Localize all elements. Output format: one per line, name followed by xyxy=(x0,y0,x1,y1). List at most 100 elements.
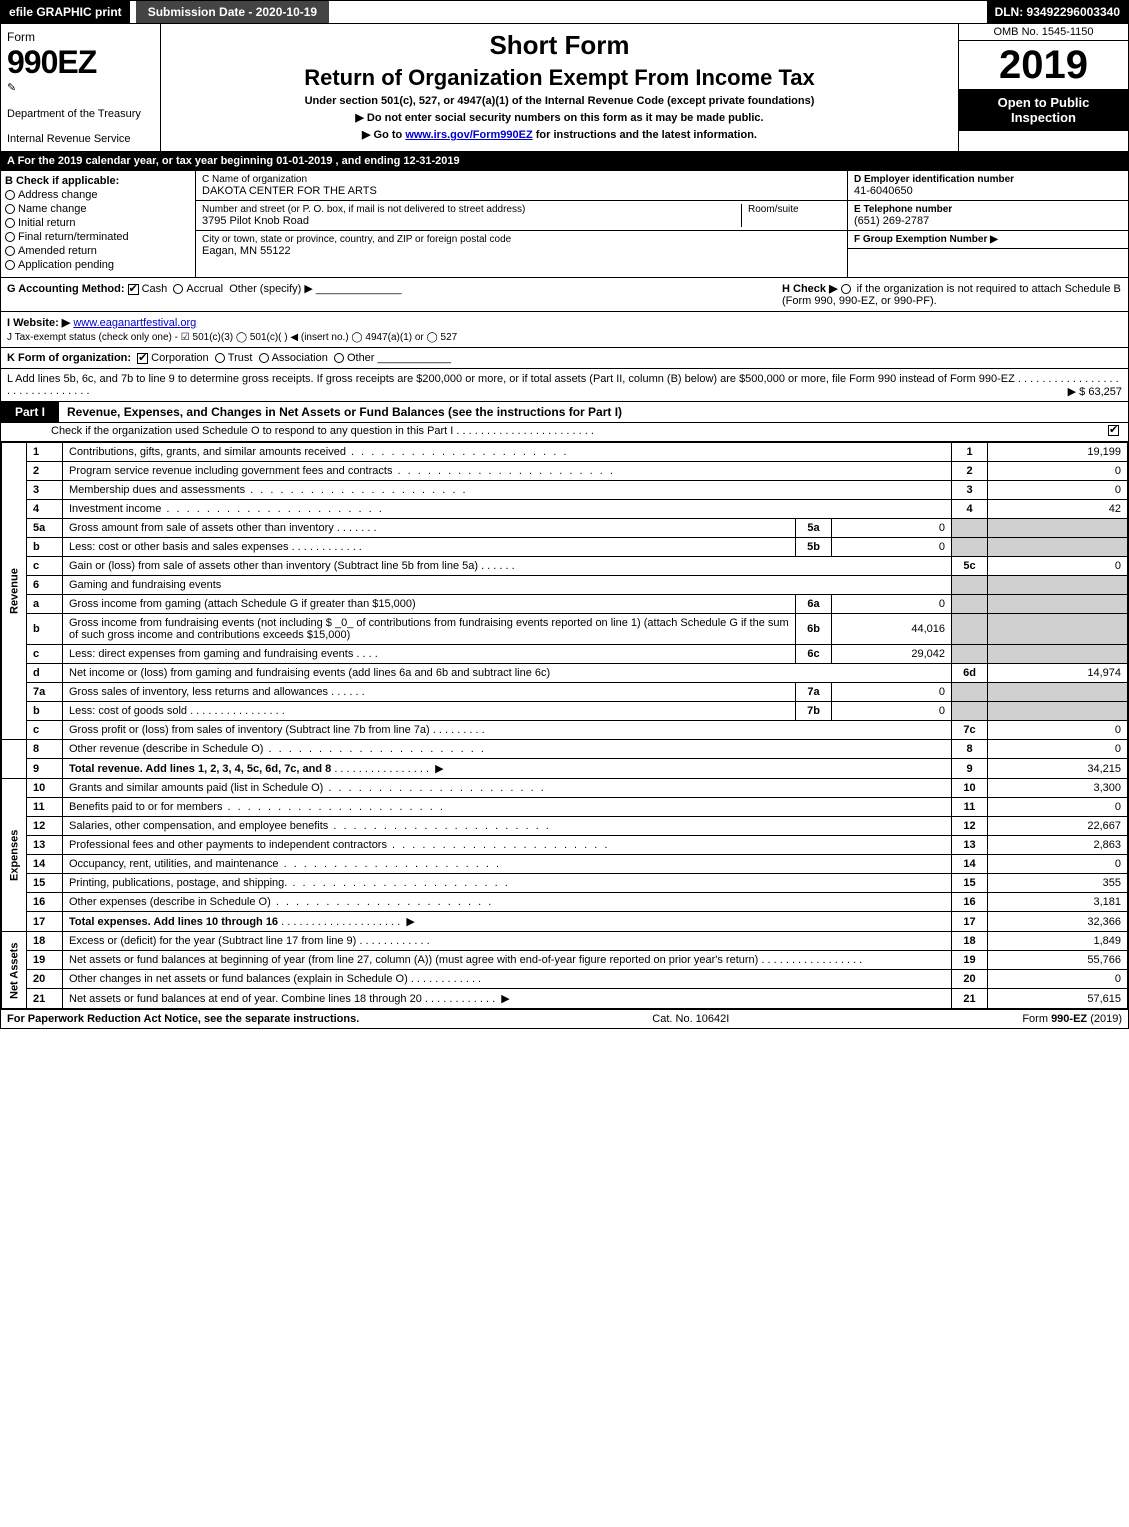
form-header: Form 990EZ ✎ Department of the Treasury … xyxy=(1,24,1128,152)
check-initial-return[interactable]: Initial return xyxy=(5,217,191,229)
table-row: 13 Professional fees and other payments … xyxy=(2,836,1128,855)
line-value: 14,974 xyxy=(988,664,1128,683)
table-row: 16 Other expenses (describe in Schedule … xyxy=(2,893,1128,912)
website-link[interactable]: www.eaganartfestival.org xyxy=(73,317,196,329)
line-num: 19 xyxy=(27,951,63,970)
line-value: 0 xyxy=(988,721,1128,740)
part-1-title: Revenue, Expenses, and Changes in Net As… xyxy=(59,402,1128,422)
line-num: c xyxy=(27,557,63,576)
check-application-pending[interactable]: Application pending xyxy=(5,259,191,271)
subline-value: 0 xyxy=(832,538,952,557)
line-desc: Excess or (deficit) for the year (Subtra… xyxy=(63,932,952,951)
subline-box: 7b xyxy=(796,702,832,721)
line-value-shaded xyxy=(988,595,1128,614)
line-desc: Other expenses (describe in Schedule O) xyxy=(63,893,952,912)
line-box: 4 xyxy=(952,500,988,519)
line-value: 0 xyxy=(988,557,1128,576)
line-num: c xyxy=(27,645,63,664)
line-num: b xyxy=(27,614,63,645)
omb-number: OMB No. 1545-1150 xyxy=(959,24,1128,41)
line-num: 3 xyxy=(27,481,63,500)
column-def: D Employer identification number 41-6040… xyxy=(848,171,1128,277)
street-value: 3795 Pilot Knob Road xyxy=(202,215,741,227)
check-other[interactable] xyxy=(334,353,344,363)
efile-print-button[interactable]: efile GRAPHIC print xyxy=(1,1,130,23)
line-value: 19,199 xyxy=(988,443,1128,462)
table-row: 17 Total expenses. Add lines 10 through … xyxy=(2,912,1128,932)
line-desc: Other revenue (describe in Schedule O) xyxy=(63,740,952,759)
subline-box: 5a xyxy=(796,519,832,538)
line-desc: Grants and similar amounts paid (list in… xyxy=(63,779,952,798)
line-box-shaded xyxy=(952,702,988,721)
line-num: 6 xyxy=(27,576,63,595)
irs-link[interactable]: www.irs.gov/Form990EZ xyxy=(405,129,532,141)
check-address-change[interactable]: Address change xyxy=(5,189,191,201)
table-row: 5a Gross amount from sale of assets othe… xyxy=(2,519,1128,538)
column-b: B Check if applicable: Address change Na… xyxy=(1,171,196,277)
line-value: 3,181 xyxy=(988,893,1128,912)
check-name-change[interactable]: Name change xyxy=(5,203,191,215)
check-cash[interactable] xyxy=(128,284,139,295)
subline-box: 5b xyxy=(796,538,832,557)
line-num: 17 xyxy=(27,912,63,932)
line-box: 17 xyxy=(952,912,988,932)
line-box: 18 xyxy=(952,932,988,951)
check-final-return[interactable]: Final return/terminated xyxy=(5,231,191,243)
line-value: 42 xyxy=(988,500,1128,519)
line-value-shaded xyxy=(988,519,1128,538)
check-schedule-o[interactable] xyxy=(1108,425,1119,436)
part-1-sub: Check if the organization used Schedule … xyxy=(1,423,1128,442)
line-box: 20 xyxy=(952,970,988,989)
line-box: 13 xyxy=(952,836,988,855)
tax-exempt-row: J Tax-exempt status (check only one) - ☑… xyxy=(7,332,1122,343)
footer-left: For Paperwork Reduction Act Notice, see … xyxy=(7,1013,359,1025)
line-box-shaded xyxy=(952,645,988,664)
phone-label: E Telephone number xyxy=(854,204,1122,215)
line-value: 0 xyxy=(988,970,1128,989)
check-amended-return[interactable]: Amended return xyxy=(5,245,191,257)
city-value: Eagan, MN 55122 xyxy=(202,245,841,257)
line-value-shaded xyxy=(988,702,1128,721)
line-desc: Less: cost or other basis and sales expe… xyxy=(63,538,796,557)
line-box: 11 xyxy=(952,798,988,817)
ein-label: D Employer identification number xyxy=(854,174,1122,185)
efile-icon: ✎ xyxy=(7,81,154,94)
line-num: 18 xyxy=(27,932,63,951)
street-label: Number and street (or P. O. box, if mail… xyxy=(202,204,741,215)
line-box: 7c xyxy=(952,721,988,740)
line-value: 2,863 xyxy=(988,836,1128,855)
table-row: Expenses 10 Grants and similar amounts p… xyxy=(2,779,1128,798)
line-value-shaded xyxy=(988,576,1128,595)
line-desc: Total expenses. Add lines 10 through 16 … xyxy=(63,912,952,932)
check-association[interactable] xyxy=(259,353,269,363)
line-box-shaded xyxy=(952,683,988,702)
table-row: b Less: cost or other basis and sales ex… xyxy=(2,538,1128,557)
main-title: Return of Organization Exempt From Incom… xyxy=(167,65,952,91)
check-corporation[interactable] xyxy=(137,353,148,364)
line-box: 14 xyxy=(952,855,988,874)
table-row: b Gross income from fundraising events (… xyxy=(2,614,1128,645)
line-num: d xyxy=(27,664,63,683)
subtitle-section: Under section 501(c), 527, or 4947(a)(1)… xyxy=(167,95,952,107)
line-num: c xyxy=(27,721,63,740)
footer-right: Form 990-EZ (2019) xyxy=(1022,1013,1122,1025)
check-trust[interactable] xyxy=(215,353,225,363)
table-row: a Gross income from gaming (attach Sched… xyxy=(2,595,1128,614)
submission-date-button[interactable]: Submission Date - 2020-10-19 xyxy=(136,1,329,23)
line-desc: Investment income xyxy=(63,500,952,519)
line-value: 1,849 xyxy=(988,932,1128,951)
row-l: L Add lines 5b, 6c, and 7b to line 9 to … xyxy=(1,369,1128,402)
line-desc: Gross amount from sale of assets other t… xyxy=(63,519,796,538)
line-box-shaded xyxy=(952,538,988,557)
phone-cell: E Telephone number (651) 269-2787 xyxy=(848,201,1128,231)
line-value: 0 xyxy=(988,462,1128,481)
line-desc: Net assets or fund balances at beginning… xyxy=(63,951,952,970)
line-box-shaded xyxy=(952,576,988,595)
line-box: 16 xyxy=(952,893,988,912)
ein-value: 41-6040650 xyxy=(854,185,1122,197)
check-not-required[interactable] xyxy=(841,284,851,294)
line-box-shaded xyxy=(952,595,988,614)
check-accrual[interactable] xyxy=(173,284,183,294)
line-num: 9 xyxy=(27,759,63,779)
org-name-value: DAKOTA CENTER FOR THE ARTS xyxy=(202,185,841,197)
